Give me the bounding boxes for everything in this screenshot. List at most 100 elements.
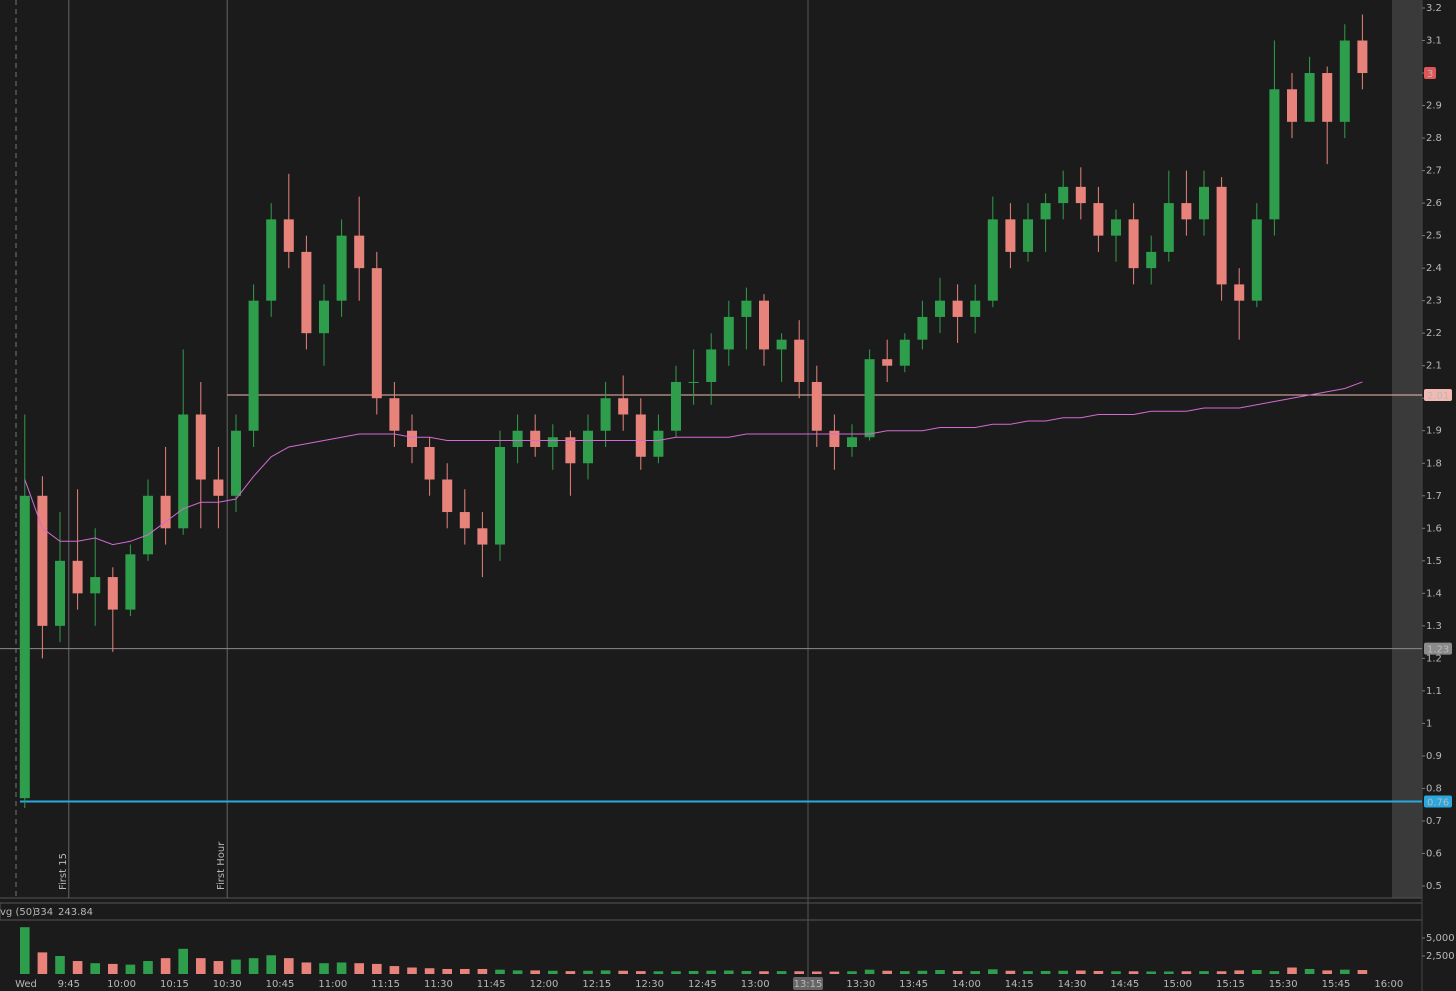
volume-bar: [20, 927, 30, 974]
volume-bar: [882, 970, 892, 974]
y-tick-label: 2.8: [1426, 133, 1442, 144]
volume-bar: [1181, 971, 1192, 974]
y-tick-label: 2.5: [1426, 231, 1442, 242]
y-tick-label: 0.6: [1426, 848, 1442, 859]
volume-bar: [231, 959, 241, 974]
volume-bar: [1128, 971, 1139, 974]
volume-bar: [1269, 971, 1280, 974]
candle-body: [917, 316, 928, 340]
candle-body: [1075, 186, 1086, 204]
volume-bar: [55, 956, 65, 974]
volume-bar: [530, 970, 540, 974]
volume-bar: [829, 971, 840, 974]
candle-body: [1128, 219, 1139, 269]
candle-body: [371, 268, 382, 399]
candle-body: [565, 437, 576, 464]
x-tick-label: 11:15: [371, 979, 400, 990]
volume-bar: [847, 971, 857, 974]
candle-body: [1005, 219, 1016, 252]
volume-bar: [1111, 971, 1121, 974]
x-tick-label: 15:30: [1269, 979, 1298, 990]
y-tick-label: 1.8: [1426, 458, 1442, 469]
y-tick-label: 1.1: [1426, 686, 1442, 697]
candle-body: [811, 381, 822, 431]
candle-body: [688, 381, 699, 383]
volume-bar: [266, 955, 276, 974]
candle-body: [741, 300, 752, 317]
candle-body: [864, 359, 875, 438]
candle-body: [248, 300, 259, 431]
volume-bar: [917, 970, 928, 974]
y-tick-label: 2.6: [1426, 198, 1442, 209]
volume-bar: [1076, 970, 1086, 974]
volume-bar: [706, 970, 716, 974]
candle-body: [1216, 186, 1227, 285]
volume-header-item: 334: [34, 907, 53, 918]
y-tick-label: 1.2: [1426, 653, 1442, 664]
candle-body: [301, 251, 312, 334]
y-tick-label: 2.9: [1426, 101, 1442, 112]
x-tick-label: 11:45: [477, 979, 506, 990]
level-label-box: [1424, 388, 1452, 401]
volume-bar: [741, 970, 752, 974]
level-label: 2.01: [1427, 391, 1449, 402]
candle-body: [1357, 40, 1368, 74]
x-tick-label: 9:45: [58, 979, 80, 990]
candle-body: [195, 414, 206, 480]
y-tick-label: 2.1: [1426, 361, 1442, 372]
volume-bar: [407, 967, 417, 974]
y-tick-label: 2.2: [1426, 328, 1442, 339]
volume-bar: [1252, 970, 1262, 974]
candle-body: [723, 316, 734, 350]
candle-body: [1093, 203, 1104, 236]
volume-bar: [37, 952, 48, 974]
candle-body: [213, 479, 224, 496]
x-tick-label: Wed: [15, 979, 37, 990]
y-tick-label: 0.9: [1426, 751, 1442, 762]
candle-body: [19, 495, 30, 799]
candle-body: [37, 495, 48, 626]
x-tick-label: 15:00: [1163, 979, 1192, 990]
x-tick-label: 14:00: [952, 979, 981, 990]
candle-body: [231, 430, 241, 496]
volume-bar: [125, 964, 136, 974]
volume-bar: [90, 963, 100, 974]
candle-body: [987, 219, 998, 301]
x-tick-label: 14:30: [1058, 979, 1087, 990]
volume-bar: [724, 970, 734, 974]
candle-body: [1199, 186, 1209, 220]
volume-bar: [776, 971, 787, 974]
candle-body: [1040, 203, 1051, 220]
last-price-label: 3: [1427, 69, 1433, 80]
volume-bar: [301, 962, 312, 974]
candle-body: [1111, 219, 1121, 236]
candle-body: [512, 430, 523, 447]
candle-body: [336, 235, 347, 301]
volume-bar: [248, 958, 259, 974]
x-tick-label: 10:15: [160, 979, 189, 990]
x-tick-label: 12:15: [582, 979, 611, 990]
volume-bar: [812, 971, 822, 974]
candle-body: [794, 339, 805, 382]
volume-bar: [160, 958, 171, 974]
x-tick-label: 16:00: [1374, 979, 1403, 990]
last-price-box: [1424, 67, 1436, 80]
volume-bar: [108, 963, 118, 974]
x-tick-label: 12:30: [635, 979, 664, 990]
candle-body: [882, 359, 893, 366]
x-tick-label: 14:15: [1005, 979, 1034, 990]
volume-bar: [565, 971, 576, 974]
candle-body: [899, 339, 910, 366]
volume-bar: [143, 961, 153, 974]
candle-body: [1234, 284, 1245, 301]
marker-label: First Hour: [216, 841, 227, 890]
candle-body: [759, 300, 769, 350]
y-tick-label: 3.2: [1426, 3, 1442, 14]
candle-body: [354, 235, 365, 269]
crosshair-label-box: [793, 977, 823, 990]
volume-bar: [512, 970, 523, 974]
candle-body: [1058, 186, 1069, 204]
candle-body: [776, 339, 787, 350]
candle-body: [935, 300, 945, 317]
